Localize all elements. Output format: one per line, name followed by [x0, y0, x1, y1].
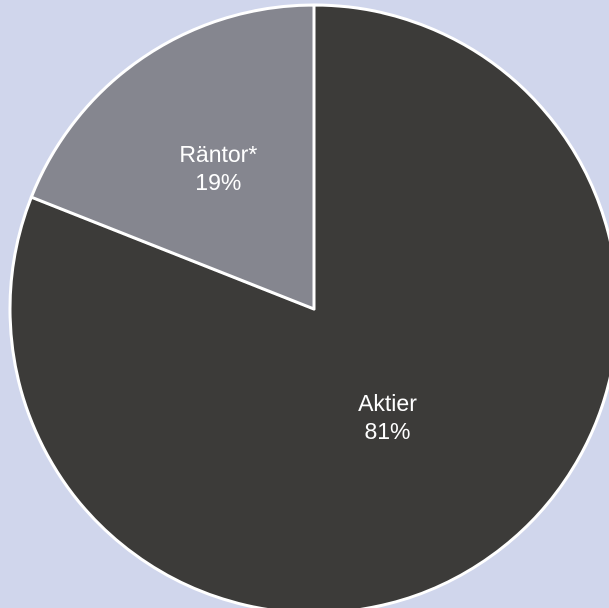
- slice-label-name: Aktier: [358, 390, 417, 416]
- pie-slice-aktier: [8, 3, 609, 608]
- slice-label-percent: 19%: [195, 169, 241, 195]
- pie-slices: [8, 3, 609, 608]
- slice-label-percent: 81%: [364, 418, 410, 444]
- pie-slice-räntor: [29, 3, 316, 311]
- slice-label-name: Räntor*: [179, 141, 257, 167]
